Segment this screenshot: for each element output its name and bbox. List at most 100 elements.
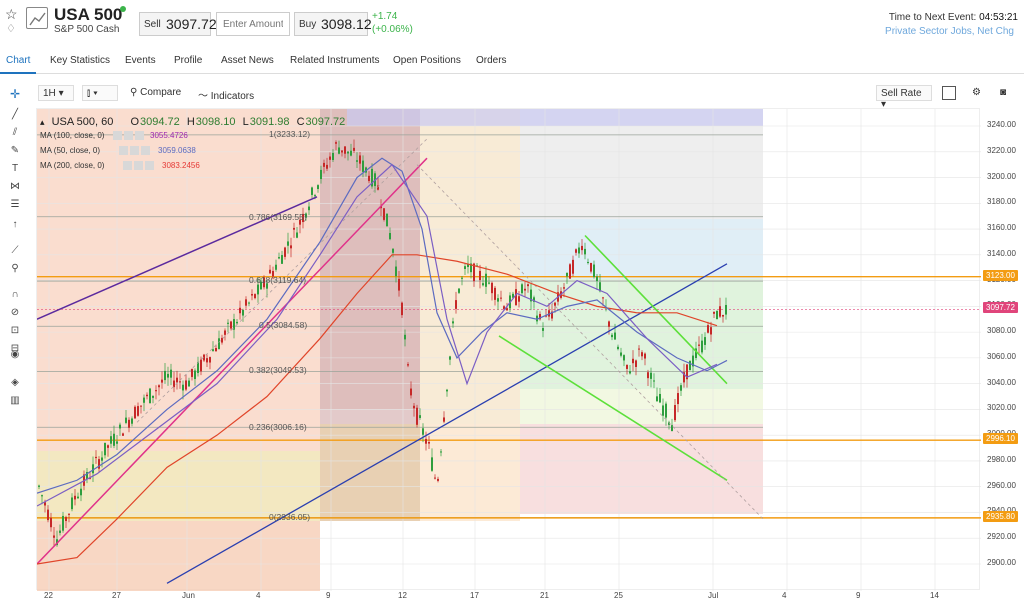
candle-body	[422, 428, 424, 435]
visibility-icon[interactable]: ◉	[10, 349, 20, 360]
bell-icon[interactable]: ♢	[6, 23, 16, 35]
candle-body	[305, 213, 307, 218]
fib-zone-top	[347, 109, 763, 126]
candle-body	[713, 311, 715, 314]
y-tick-label: 3060.00	[987, 351, 1016, 361]
candle-body	[296, 232, 298, 238]
candle-body	[197, 362, 199, 373]
candle-body	[530, 289, 532, 302]
instrument-header: ☆ ♢ USA 500 S&P 500 Cash Sell 3097.72 Bu…	[0, 0, 1024, 44]
fib-label-1: 1(3233.12)	[269, 129, 311, 139]
time-axis[interactable]: 22 27 Jun 4 9 12 17 21 25 Jul 4 9 14	[36, 590, 980, 602]
tab-chart[interactable]: Chart	[6, 55, 31, 66]
candle-body	[542, 328, 544, 331]
candle-body	[332, 152, 334, 160]
candle-body	[455, 300, 457, 309]
candle-body	[80, 488, 82, 496]
crosshair-icon[interactable]: ✛	[10, 87, 21, 101]
next-event-link[interactable]: Private Sector Jobs, Net Chg	[885, 26, 1014, 37]
ma100-buttons[interactable]	[111, 131, 144, 141]
candle-body	[581, 245, 583, 251]
candle-body	[389, 233, 391, 240]
candle-body	[683, 372, 685, 383]
camera-icon[interactable]: ◙	[1000, 87, 1007, 98]
chart-type-icon[interactable]	[26, 7, 48, 29]
zoom-icon[interactable]: ⚲	[11, 263, 19, 274]
fib-tool-icon[interactable]: ☰	[10, 199, 20, 210]
candle-body	[677, 393, 679, 405]
y-tick-label: 2900.00	[987, 558, 1016, 567]
chart-style-select[interactable]: ⫾ ▾	[82, 85, 118, 101]
y-tick-label: 3180.00	[987, 197, 1016, 207]
candle-body	[245, 299, 247, 306]
sell-button[interactable]: Sell 3097.72	[139, 12, 217, 36]
candle-body	[368, 175, 370, 182]
candle-body	[386, 213, 388, 227]
x-tick-label: 22	[44, 591, 53, 600]
candle-body	[74, 495, 76, 500]
candle-body	[722, 314, 724, 317]
legend-low: 3091.98	[249, 116, 290, 128]
candle-body	[527, 284, 529, 287]
tab-asset-news[interactable]: Asset News	[221, 55, 274, 66]
text-tool-icon[interactable]: T	[11, 163, 19, 174]
tab-orders[interactable]: Orders	[476, 55, 507, 66]
layers-icon[interactable]: ◈	[11, 377, 19, 388]
ma200-buttons[interactable]	[121, 161, 154, 171]
candle-body	[512, 293, 514, 298]
interval-select[interactable]: 1H ▾	[38, 85, 74, 101]
x-tick-label: 25	[614, 591, 623, 600]
candle-body	[662, 405, 664, 416]
gear-icon[interactable]: ⚙	[972, 87, 981, 98]
pattern-tool-icon[interactable]: ⋈	[10, 181, 20, 192]
trash-icon[interactable]: ▥	[10, 395, 20, 406]
price-axis[interactable]: 3240.00 3220.00 3200.00 3180.00 3160.00 3140.…	[980, 108, 1024, 590]
lock-icon[interactable]: ⊡	[10, 325, 20, 336]
candle-body	[344, 146, 346, 154]
candle-body	[128, 419, 130, 428]
ma-50-line	[36, 157, 728, 494]
star-icon[interactable]: ☆	[5, 6, 18, 22]
tab-key-statistics[interactable]: Key Statistics	[50, 55, 111, 66]
chart-canvas[interactable]	[36, 109, 981, 591]
candle-body	[647, 372, 649, 379]
candle-body	[41, 495, 43, 497]
unlock-icon[interactable]: ⊟	[10, 343, 20, 354]
magnet-icon[interactable]: ∩	[11, 289, 19, 300]
candle-body	[272, 270, 274, 277]
measure-tool-icon[interactable]: ⟋	[11, 245, 19, 256]
candle-body	[461, 277, 463, 279]
lock-drawing-icon[interactable]: ⊘	[10, 307, 20, 318]
next-event: Time to Next Event: 04:53:21	[889, 12, 1018, 23]
indicators-button[interactable]: 〜 Indicators	[194, 85, 258, 102]
candle-body	[515, 289, 517, 306]
channel-tool-icon[interactable]: ⫽	[12, 127, 18, 138]
x-tick-label: 9	[326, 591, 331, 600]
candle-body	[164, 370, 166, 381]
tab-events[interactable]: Events	[125, 55, 156, 66]
candle-body	[155, 390, 157, 392]
ma50-buttons[interactable]	[117, 146, 150, 156]
chart-toolbar: ✛ 1H ▾ ⫾ ▾ ⚲ Compare 〜 Indicators Sell R…	[0, 82, 1024, 110]
compare-button[interactable]: ⚲ Compare	[126, 85, 185, 101]
amount-input[interactable]	[216, 12, 290, 36]
price-chart[interactable]: 1(3233.12) 0.786(3169.55) 0.618(3119.64)…	[36, 108, 981, 591]
arrow-tool-icon[interactable]: ↑	[12, 219, 18, 230]
candle-body	[179, 381, 181, 383]
fib-label-0236: 0.236(3006.16)	[249, 422, 307, 432]
candle-body	[599, 282, 601, 292]
tab-related-instruments[interactable]: Related Instruments	[290, 55, 380, 66]
candle-body	[134, 406, 136, 419]
line-tool-icon[interactable]: ╱	[11, 109, 19, 120]
tab-open-positions[interactable]: Open Positions	[393, 55, 461, 66]
sell-rate-select[interactable]: Sell Rate ▾	[876, 85, 932, 110]
candle-body	[176, 377, 178, 383]
legend-open: 3094.72	[140, 116, 180, 128]
candle-body	[716, 311, 718, 320]
fullscreen-icon[interactable]	[942, 86, 956, 100]
legend-collapse-icon[interactable]: ▴	[40, 117, 45, 127]
compare-label: Compare	[140, 87, 182, 98]
tab-profile[interactable]: Profile	[174, 55, 203, 66]
buy-button[interactable]: Buy 3098.12	[294, 12, 372, 36]
pen-tool-icon[interactable]: ✎	[10, 145, 20, 156]
